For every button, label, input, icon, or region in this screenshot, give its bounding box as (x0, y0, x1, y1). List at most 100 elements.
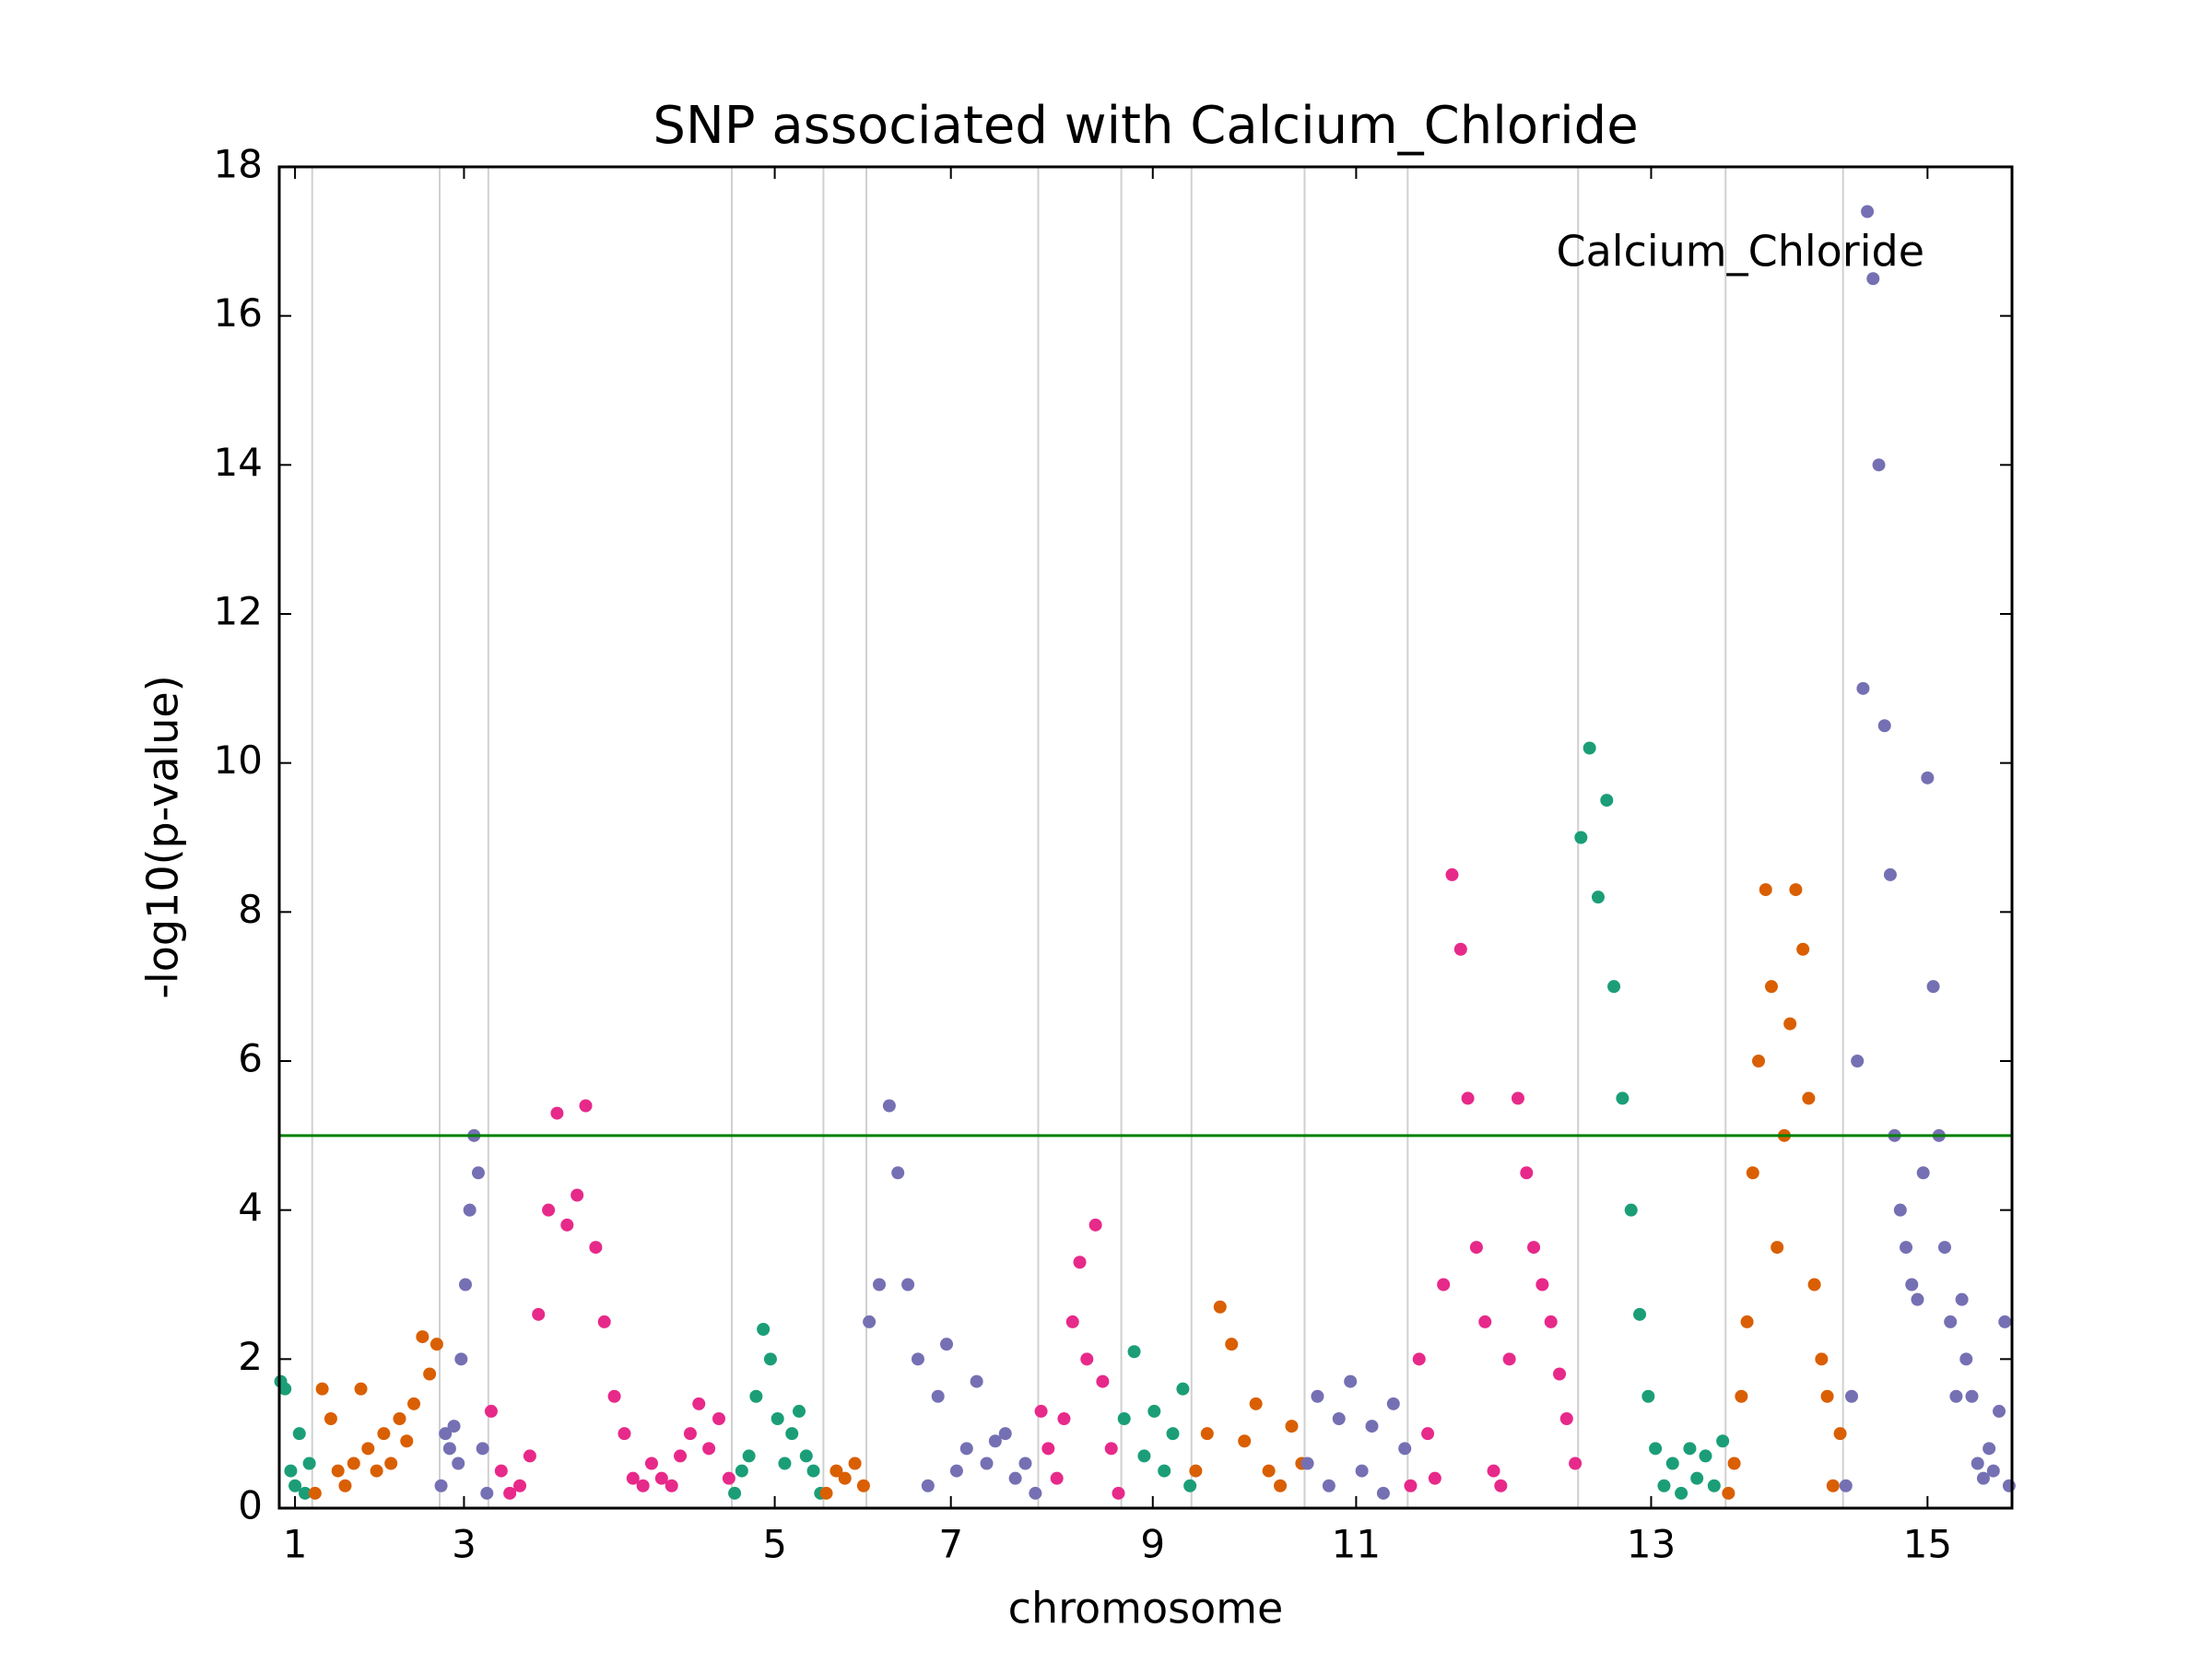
snp-point (1073, 1256, 1087, 1269)
snp-point (1322, 1479, 1335, 1492)
snp-point (1200, 1427, 1214, 1441)
y-tick-label: 10 (214, 737, 263, 783)
x-tick-label: 3 (452, 1522, 477, 1567)
chromosome-series (1300, 1374, 1412, 1500)
chromosome-series (863, 1099, 1042, 1500)
snp-point (442, 1442, 456, 1456)
snp-point (1893, 1203, 1907, 1217)
snp-point (1971, 1457, 1984, 1470)
snp-point (1344, 1374, 1358, 1388)
snp-point (2002, 1479, 2016, 1492)
y-tick-label: 8 (238, 887, 263, 932)
snp-point (292, 1427, 306, 1441)
snp-point (463, 1203, 477, 1217)
snp-point (940, 1338, 954, 1351)
snp-point (1029, 1486, 1042, 1500)
snp-point (324, 1412, 337, 1425)
snp-point (434, 1479, 448, 1492)
snp-point (1057, 1412, 1071, 1425)
snp-point (1783, 1017, 1797, 1031)
snp-point (1117, 1412, 1131, 1425)
snp-point (1487, 1464, 1500, 1478)
snp-point (1866, 272, 1880, 286)
chromosome-series (1404, 867, 1583, 1492)
snp-point (1189, 1464, 1203, 1478)
snp-point (338, 1479, 352, 1492)
snp-point (315, 1382, 329, 1396)
snp-point (480, 1486, 494, 1500)
snp-point (1511, 1091, 1524, 1105)
snp-point (347, 1457, 360, 1470)
snp-point (1965, 1389, 1979, 1403)
snp-point (1633, 1307, 1647, 1321)
snp-point (571, 1188, 584, 1202)
chromosome-series (1034, 1218, 1125, 1500)
snp-point (393, 1412, 406, 1425)
snp-point (742, 1449, 756, 1463)
snp-point (1976, 1471, 1990, 1485)
snp-point (278, 1382, 292, 1396)
snp-point (692, 1397, 706, 1410)
snp-point (1104, 1442, 1118, 1456)
x-tick-label: 15 (1903, 1522, 1952, 1567)
snp-point (1844, 1389, 1858, 1403)
snp-point (1833, 1427, 1847, 1441)
snp-point (1716, 1434, 1730, 1448)
snp-point (1699, 1449, 1712, 1463)
y-tick-label: 18 (214, 142, 263, 187)
snp-point (778, 1457, 792, 1470)
snp-point (308, 1486, 322, 1500)
snp-point (1746, 1166, 1759, 1180)
snp-point (1926, 980, 1940, 994)
y-tick-label: 12 (214, 589, 263, 634)
snp-point (949, 1464, 963, 1478)
snp-point (1404, 1479, 1418, 1492)
snp-point (1683, 1442, 1697, 1456)
snp-point (439, 1427, 453, 1441)
x-tick-label: 9 (1140, 1522, 1165, 1567)
snp-point (1591, 890, 1605, 904)
snp-point (1861, 205, 1875, 218)
snp-point (1527, 1241, 1541, 1255)
snp-point (1983, 1442, 1996, 1456)
snp-point (1285, 1420, 1299, 1433)
snp-point (911, 1352, 924, 1366)
snp-point (361, 1442, 375, 1456)
snp-point (799, 1449, 813, 1463)
snp-point (1826, 1479, 1840, 1492)
snp-point (503, 1486, 517, 1500)
snp-point (523, 1449, 536, 1463)
snp-point (542, 1203, 556, 1217)
snp-point (763, 1352, 777, 1366)
snp-point (1437, 1278, 1451, 1291)
snp-point (1137, 1449, 1151, 1463)
snp-point (1649, 1442, 1663, 1456)
snp-point (1376, 1486, 1390, 1500)
y-tick-label: 0 (238, 1483, 263, 1528)
snp-point (654, 1471, 668, 1485)
snp-point (1807, 1278, 1821, 1291)
snp-point (1544, 1315, 1558, 1328)
chromosome-series (434, 1128, 494, 1500)
snp-point (423, 1367, 437, 1381)
snp-point (1428, 1471, 1441, 1485)
snp-point (771, 1412, 784, 1425)
snp-point (494, 1464, 508, 1478)
snp-point (1600, 794, 1614, 808)
snp-point (1262, 1464, 1276, 1478)
x-tick-label: 7 (938, 1522, 963, 1567)
snp-point (1355, 1464, 1369, 1478)
snp-point (284, 1464, 298, 1478)
snp-point (1453, 942, 1467, 956)
snp-point (1412, 1352, 1426, 1366)
snp-point (757, 1323, 771, 1336)
x-tick-label: 5 (762, 1522, 787, 1567)
snp-point (597, 1315, 611, 1328)
snp-point (370, 1464, 383, 1478)
snp-point (1911, 1292, 1924, 1306)
snp-point (873, 1278, 887, 1291)
snp-point (476, 1442, 489, 1456)
snp-point (749, 1389, 763, 1403)
snp-point (513, 1479, 527, 1492)
y-tick-label: 14 (214, 440, 263, 485)
